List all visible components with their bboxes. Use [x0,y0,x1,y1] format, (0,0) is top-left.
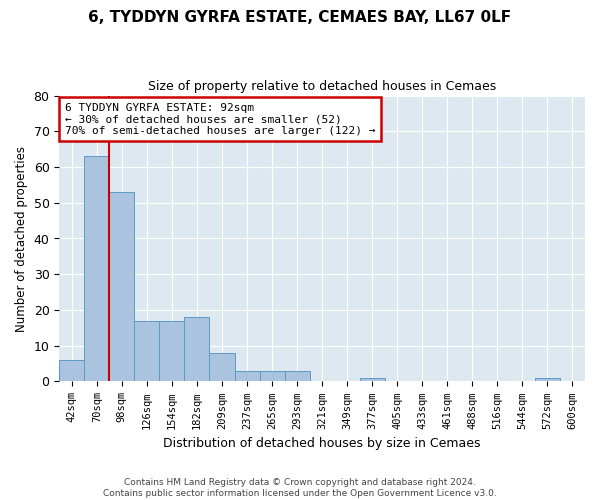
Bar [235,370,260,382]
Text: 6, TYDDYN GYRFA ESTATE, CEMAES BAY, LL67 0LF: 6, TYDDYN GYRFA ESTATE, CEMAES BAY, LL67… [88,10,512,25]
Bar [535,378,560,382]
Bar [184,317,209,382]
Title: Size of property relative to detached houses in Cemaes: Size of property relative to detached ho… [148,80,496,93]
Bar [160,320,184,382]
Bar [284,370,310,382]
Bar [109,192,134,382]
Bar [359,378,385,382]
Bar [85,156,109,382]
X-axis label: Distribution of detached houses by size in Cemaes: Distribution of detached houses by size … [163,437,481,450]
Bar [59,360,85,382]
Bar [134,320,160,382]
Text: 6 TYDDYN GYRFA ESTATE: 92sqm
← 30% of detached houses are smaller (52)
70% of se: 6 TYDDYN GYRFA ESTATE: 92sqm ← 30% of de… [65,102,375,136]
Bar [260,370,284,382]
Text: Contains HM Land Registry data © Crown copyright and database right 2024.
Contai: Contains HM Land Registry data © Crown c… [103,478,497,498]
Bar [209,353,235,382]
Y-axis label: Number of detached properties: Number of detached properties [15,146,28,332]
